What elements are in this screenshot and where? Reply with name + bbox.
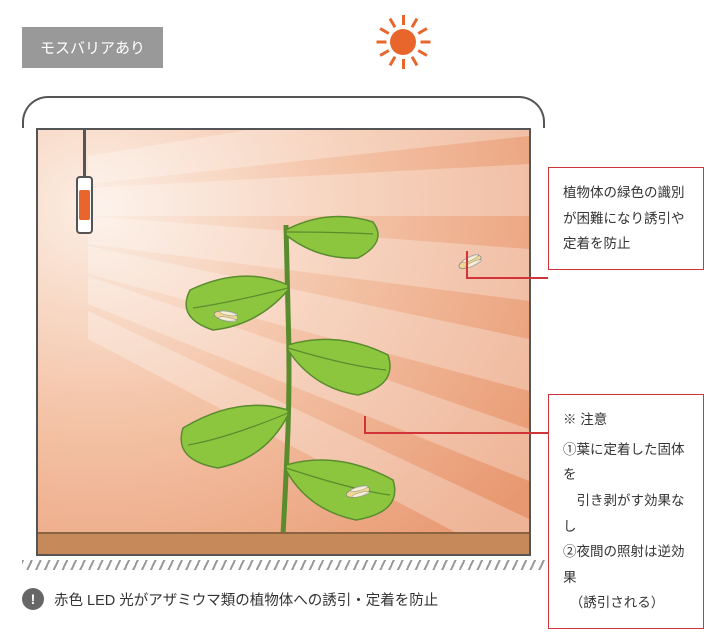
caution-line: 引き剥がす効果なし (563, 488, 689, 539)
caution-line: （誘引される） (563, 590, 689, 616)
callout-connector (466, 251, 468, 277)
greenhouse-body (36, 128, 531, 556)
callout-prevention: 植物体の緑色の識別が困難になり誘引や定着を防止 (548, 167, 704, 270)
caution-line: ②夜間の照射は逆効果 (563, 539, 689, 590)
callout-caution: ※ 注意 ①葉に定着した固体を 引き剥がす効果なし ②夜間の照射は逆効果 （誘引… (548, 394, 704, 629)
info-icon: ! (22, 588, 44, 610)
callout-connector (364, 432, 548, 434)
footer-text: 赤色 LED 光がアザミウマ類の植物体への誘引・定着を防止 (54, 589, 438, 610)
mode-badge: モスバリアあり (22, 27, 163, 68)
led-light (79, 190, 90, 220)
greenhouse (22, 96, 545, 556)
led-mount (83, 130, 86, 176)
ground-hatching (22, 560, 545, 570)
greenhouse-interior (38, 130, 529, 554)
greenhouse-roof (22, 96, 545, 128)
soil (38, 532, 529, 554)
caution-title: ※ 注意 (563, 407, 689, 433)
footer: ! 赤色 LED 光がアザミウマ類の植物体への誘引・定着を防止 (22, 588, 438, 610)
callout-connector (364, 416, 366, 432)
caution-line: ①葉に定着した固体を (563, 437, 689, 488)
callout-connector (466, 277, 548, 279)
